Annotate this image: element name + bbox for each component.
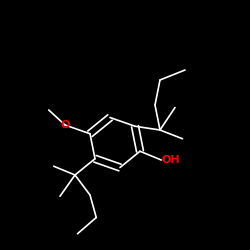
Text: OH: OH <box>161 155 180 165</box>
Text: O: O <box>60 120 70 130</box>
